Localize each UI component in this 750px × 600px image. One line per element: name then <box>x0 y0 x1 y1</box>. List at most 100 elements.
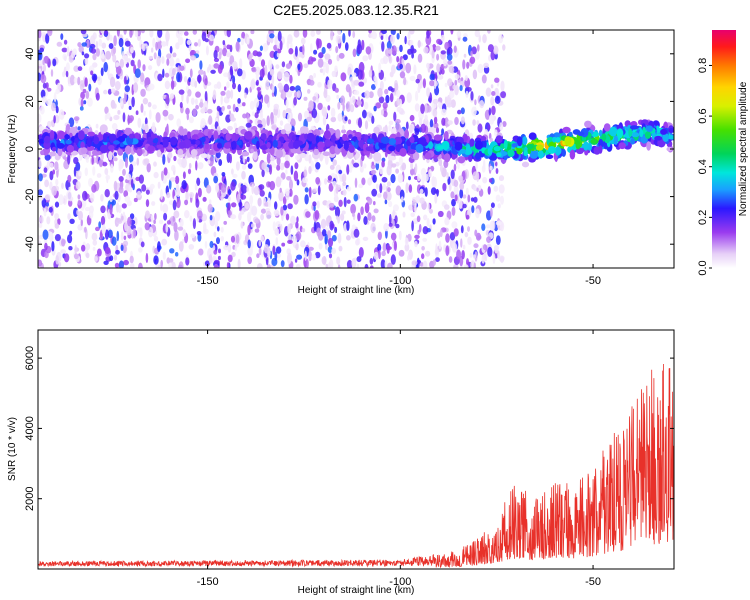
noise-speckle <box>213 263 219 268</box>
noise-speckle <box>69 74 75 86</box>
noise-speckle <box>39 215 44 224</box>
noise-speckle <box>177 226 184 231</box>
noise-speckle <box>51 102 56 112</box>
noise-speckle <box>330 30 334 41</box>
noise-speckle <box>135 110 139 115</box>
noise-speckle <box>208 199 212 205</box>
noise-speckle <box>177 158 182 165</box>
noise-speckle <box>426 217 430 227</box>
noise-speckle <box>61 182 64 189</box>
noise-speckle <box>405 62 412 74</box>
noise-speckle <box>231 251 236 258</box>
noise-speckle <box>287 203 293 210</box>
noise-speckle <box>425 250 431 257</box>
noise-speckle <box>207 159 211 165</box>
noise-speckle <box>424 103 428 114</box>
noise-speckle <box>398 156 404 166</box>
band-cell <box>555 137 561 143</box>
noise-speckle <box>437 74 444 80</box>
band-cell <box>241 151 250 157</box>
snr-y-tick-label: 2000 <box>24 486 36 510</box>
noise-speckle <box>317 185 321 196</box>
noise-speckle <box>104 168 109 175</box>
noise-speckle <box>242 113 247 119</box>
noise-speckle <box>183 76 188 83</box>
noise-speckle <box>426 30 430 39</box>
noise-speckle <box>148 83 155 91</box>
noise-speckle <box>226 90 231 99</box>
noise-speckle <box>357 69 363 80</box>
noise-speckle <box>481 223 486 231</box>
noise-speckle <box>414 103 420 112</box>
noise-speckle <box>477 44 480 52</box>
noise-speckle <box>450 99 456 108</box>
noise-speckle <box>494 95 501 105</box>
band-cell <box>280 129 287 135</box>
noise-speckle <box>358 247 364 258</box>
noise-speckle <box>378 62 382 73</box>
noise-speckle <box>429 73 435 81</box>
noise-speckle <box>251 67 257 73</box>
noise-speckle <box>285 63 292 69</box>
noise-speckle <box>368 30 372 34</box>
noise-speckle <box>269 156 276 162</box>
noise-speckle <box>173 210 180 219</box>
spectrogram-x-tick-label: -50 <box>585 275 601 287</box>
noise-speckle <box>103 61 108 73</box>
noise-speckle <box>490 84 494 89</box>
noise-speckle <box>379 166 384 175</box>
noise-speckle <box>261 169 265 178</box>
noise-speckle <box>402 211 406 218</box>
noise-speckle <box>267 59 273 70</box>
noise-speckle <box>265 210 272 220</box>
noise-speckle <box>389 92 394 103</box>
noise-speckle <box>187 168 192 175</box>
noise-speckle <box>370 222 376 234</box>
noise-speckle <box>273 209 280 217</box>
noise-speckle <box>77 66 83 71</box>
noise-speckle <box>293 170 299 182</box>
noise-speckle <box>161 170 164 181</box>
noise-speckle <box>409 124 413 134</box>
noise-speckle <box>367 177 373 186</box>
noise-speckle <box>315 162 321 170</box>
noise-speckle <box>90 70 94 76</box>
noise-speckle <box>161 41 167 47</box>
noise-speckle <box>220 236 224 242</box>
band-cell <box>231 133 236 143</box>
noise-speckle <box>476 187 479 192</box>
noise-speckle <box>192 108 197 117</box>
noise-speckle <box>385 94 390 104</box>
noise-speckle <box>436 63 441 73</box>
spectrogram-y-tick-label: -40 <box>24 236 36 252</box>
noise-speckle <box>495 168 499 174</box>
noise-speckle <box>303 169 308 178</box>
noise-speckle <box>417 40 421 48</box>
band-cell <box>511 143 518 148</box>
noise-speckle <box>235 234 240 244</box>
noise-speckle <box>349 162 353 173</box>
noise-speckle <box>489 137 493 143</box>
noise-speckle <box>321 46 326 55</box>
noise-speckle <box>51 241 55 252</box>
noise-speckle <box>137 34 141 41</box>
noise-speckle <box>158 219 164 225</box>
band-cell <box>598 129 603 137</box>
noise-speckle <box>258 247 262 256</box>
noise-speckle <box>382 242 387 252</box>
noise-speckle <box>361 39 365 51</box>
band-cell <box>329 145 336 155</box>
noise-speckle <box>296 90 301 99</box>
noise-speckle <box>134 68 141 78</box>
band-cell <box>162 139 169 148</box>
noise-speckle <box>237 68 243 77</box>
noise-speckle <box>337 113 343 122</box>
noise-speckle <box>166 53 172 59</box>
noise-speckle <box>384 199 388 205</box>
noise-speckle <box>356 263 360 268</box>
noise-speckle <box>67 76 71 85</box>
band-cell <box>457 156 466 164</box>
noise-speckle <box>247 224 251 236</box>
noise-speckle <box>168 113 174 121</box>
noise-speckle <box>103 89 108 95</box>
